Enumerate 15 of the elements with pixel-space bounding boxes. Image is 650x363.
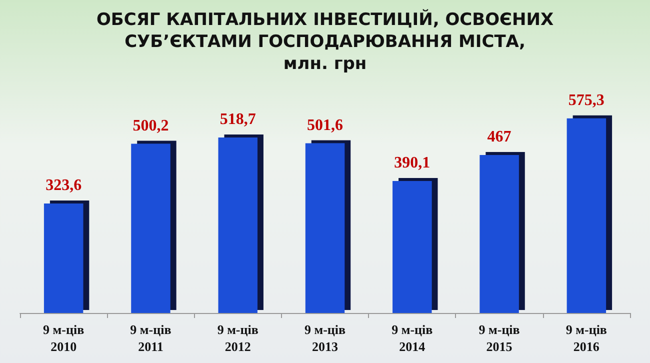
x-tick-label: 9 м-ців 2010 <box>43 322 84 354</box>
x-tick-label: 9 м-ців 2014 <box>392 322 433 354</box>
x-tick-label: 9 м-ців 2016 <box>566 322 607 354</box>
data-label: 390,1 <box>394 154 430 172</box>
data-label: 518,7 <box>220 111 256 128</box>
chart-title: ОБСЯГ КАПІТАЛЬНИХ ІНВЕСТИЦІЙ, ОСВОЄНИХ СУБ’ЄКТАМИ ГОСПОДАРЮВАННЯ МІСТА, млн. грн <box>96 9 554 74</box>
data-label: 575,3 <box>568 92 604 109</box>
data-label: 323,6 <box>46 177 82 194</box>
data-label: 500,2 <box>132 117 169 134</box>
data-label: 467 <box>487 128 512 146</box>
x-tick-label: 9 м-ців 2015 <box>478 322 520 354</box>
x-tick-label: 9 м-ців 2012 <box>217 322 258 354</box>
data-label: 501,6 <box>307 116 343 134</box>
x-tick-label: 9 м-ців 2013 <box>304 322 346 354</box>
x-tick-label: 9 м-ців 2011 <box>130 322 172 354</box>
